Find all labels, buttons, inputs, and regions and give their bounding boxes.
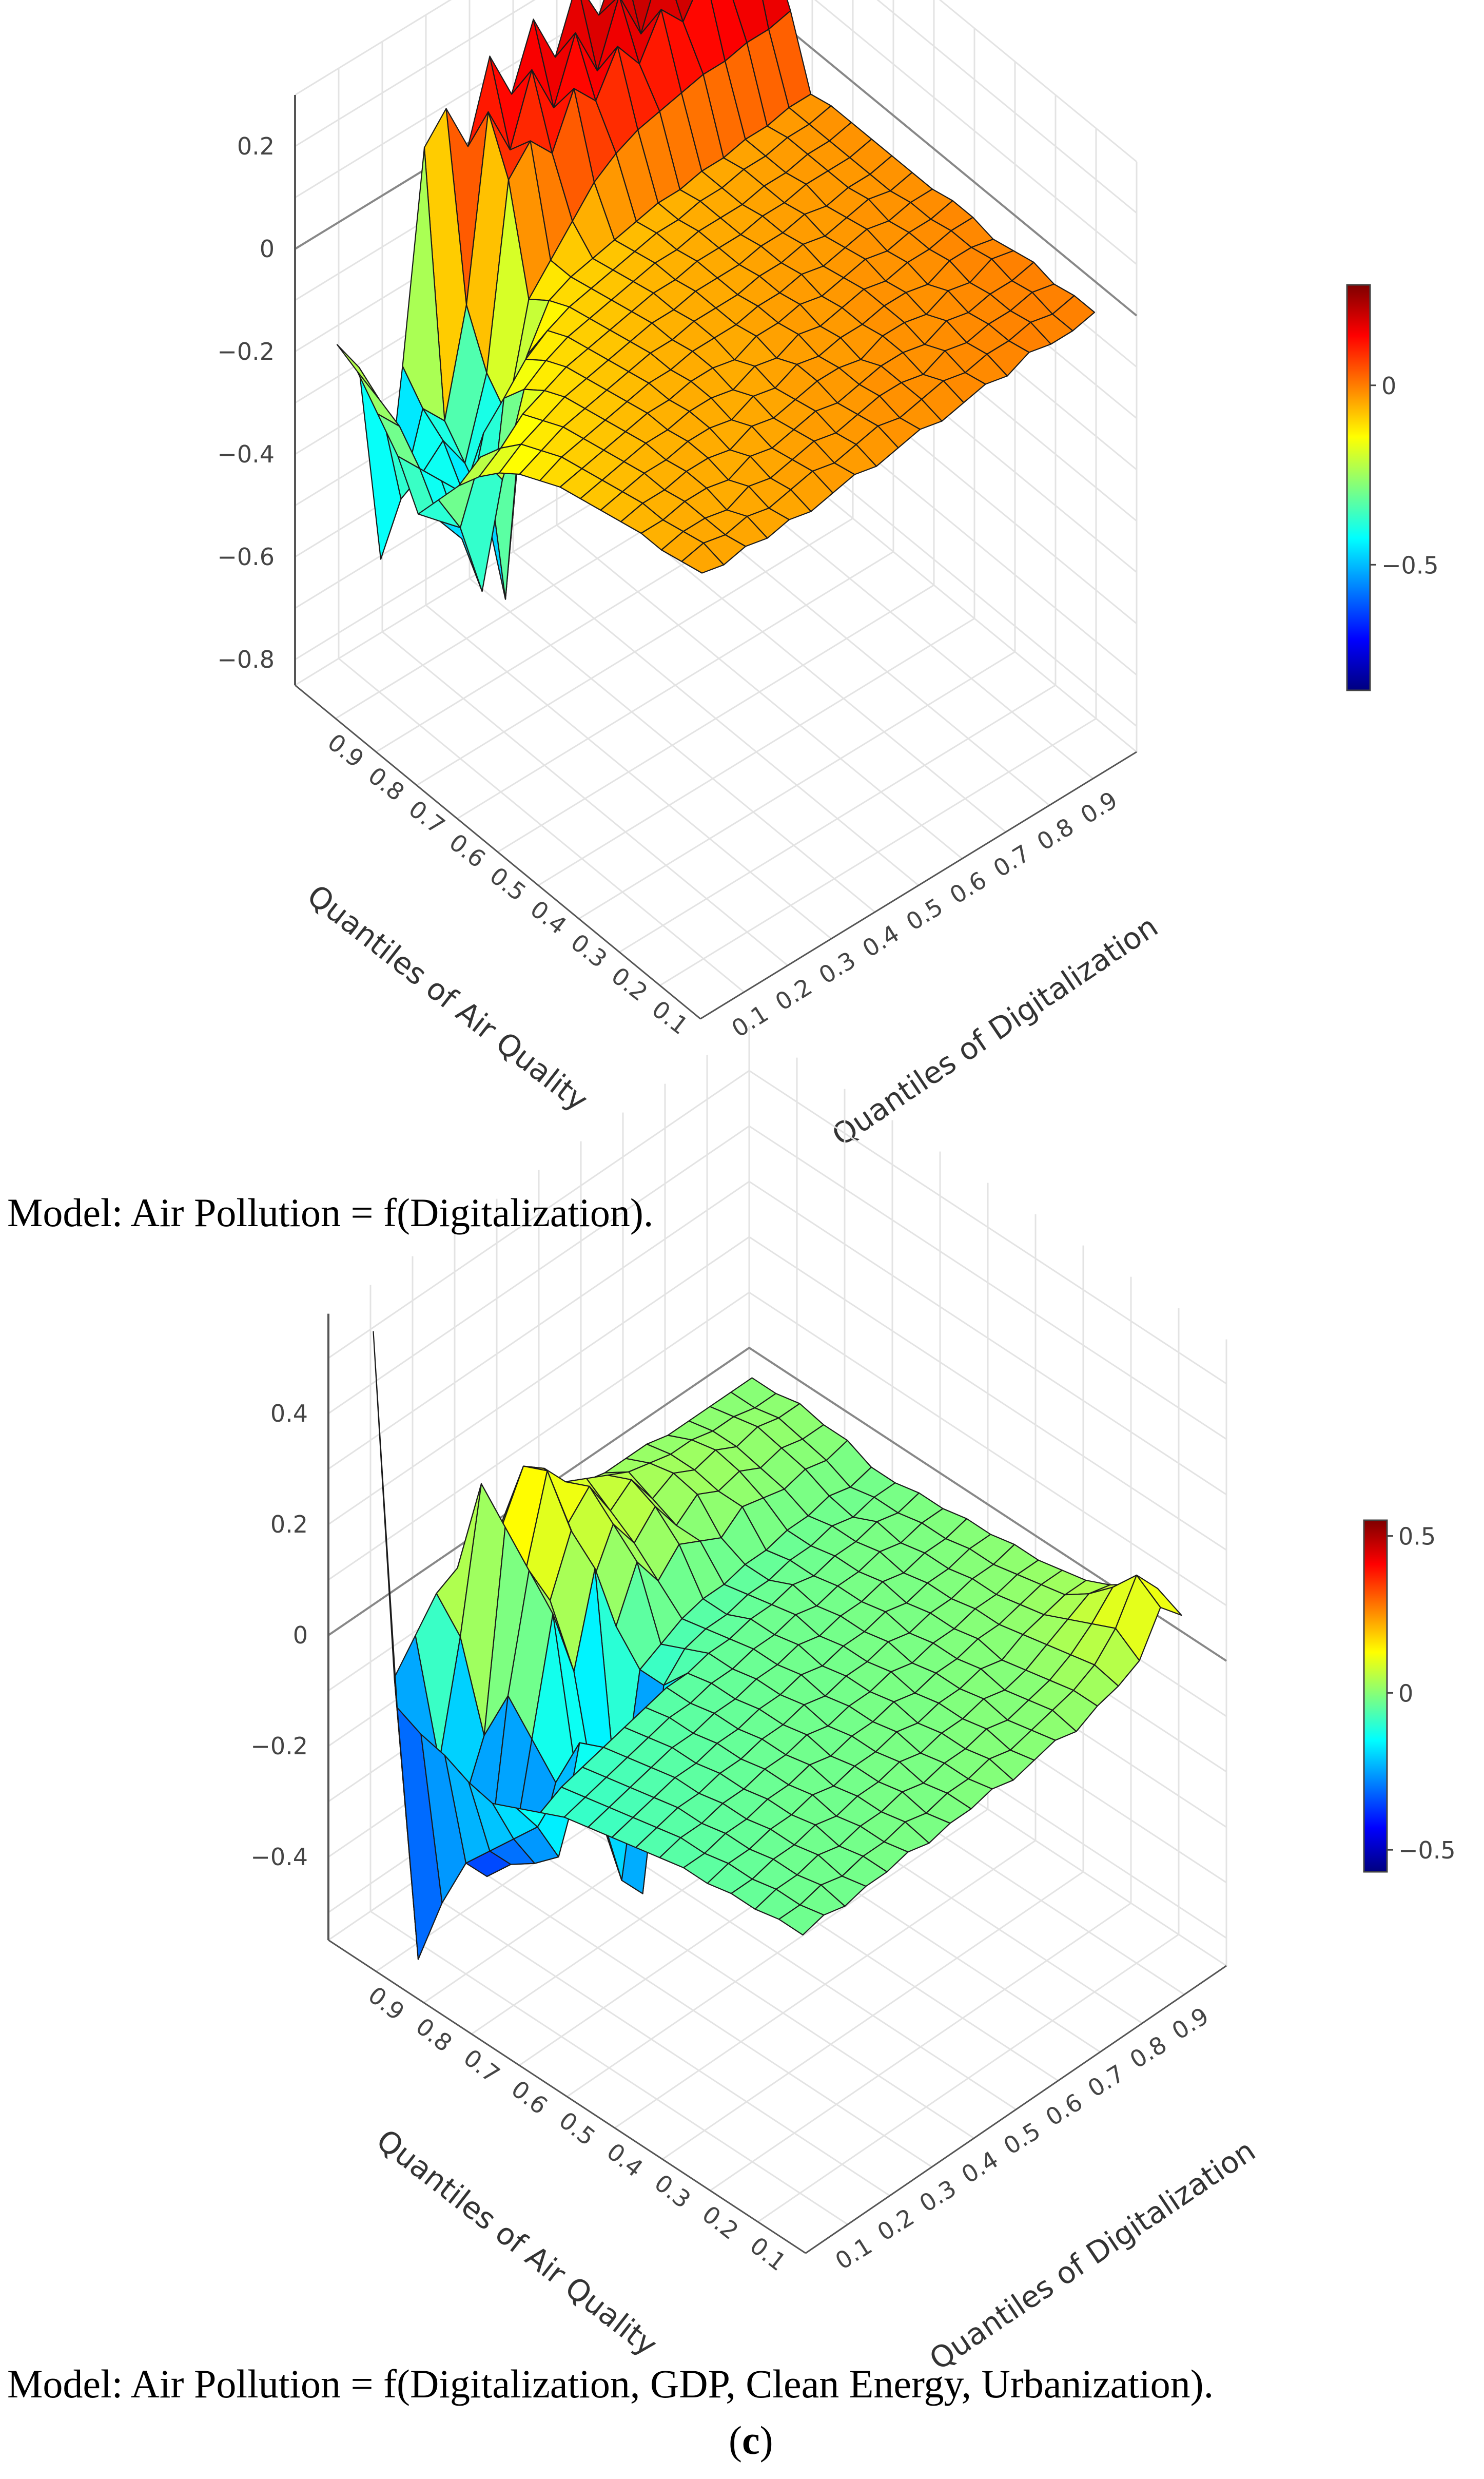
caption-model-1: Model: Air Pollution = f(Digitalization)… [7,1190,654,1235]
z-tick-label: 0 [260,235,275,263]
x-tick-label: 0.8 [1125,2030,1171,2074]
y-tick-label: 0.9 [322,728,369,773]
wall-gridline [295,0,1137,214]
z-tick-label: 0.2 [270,1510,308,1538]
surface-cell [632,0,652,35]
z-tick-label: −0.2 [250,1732,308,1760]
x-tick-label: 0.2 [770,973,817,1016]
floor-gridline [556,524,963,860]
y-tick-label: 0.1 [647,995,693,1040]
y-tick-label: 0.4 [601,2138,648,2183]
panel-label-close: ) [759,2418,773,2463]
x-tick-label: 0.1 [830,2232,877,2275]
x-tick-label: 0.5 [999,2117,1045,2160]
x-tick-label: 0.6 [1041,2088,1087,2132]
x-tick-label: 0.9 [1167,2002,1214,2045]
z-tick-label: 0.2 [237,132,275,160]
z-tick-label: 0.4 [270,1400,308,1427]
floor-gridline [457,551,894,820]
colorbar-tick-label: −0.5 [1398,1836,1456,1864]
panel-label: (c) [729,2417,773,2464]
x-tick-label: 0.3 [914,2174,961,2218]
colorbar-tick-label: 0 [1398,1679,1413,1707]
colorbar-tick-label: −0.5 [1381,551,1439,579]
x-tick-label: 0.8 [1032,812,1079,856]
x-tick-label: 0.4 [857,919,904,963]
y-tick-label: 0.9 [363,1981,409,2026]
x-tick-label: 0.1 [727,999,773,1043]
z-tick-label: −0.4 [217,440,275,468]
x-tick-label: 0.7 [1083,2059,1129,2103]
y-tick-label: 0.7 [403,795,450,840]
x-tick-label: 0.4 [956,2145,1003,2189]
x-tick-label: 0.9 [1076,786,1122,829]
y-axis-line [328,1939,806,2254]
x-tick-label: 0.7 [988,839,1035,883]
y-tick-label: 0.5 [554,2106,600,2152]
y-tick-label: 0.6 [506,2075,553,2120]
colorbar: 0.5 0 −0.5 [1363,1519,1456,1873]
y-axis-line [295,684,701,1020]
y-tick-label: 0.8 [363,762,409,807]
colorbar-tick-label: 0.5 [1398,1523,1436,1551]
wall-gridline [295,0,1137,163]
floor-gridline [497,584,934,853]
z-tick-label: −0.6 [217,543,275,571]
y-tick-label: 0.4 [525,895,572,940]
z-tick-label: −0.2 [217,338,275,365]
y-tick-label: 0.3 [649,2169,696,2214]
caption-model-2: Model: Air Pollution = f(Digitalization,… [7,2361,1214,2406]
y-tick-label: 0.6 [444,828,491,874]
z-tick-label: −0.4 [250,1843,308,1871]
colorbar: 0 −0.5 [1346,284,1439,691]
surface-cell [675,0,694,23]
surface-chart-top: 0.20−0.2−0.4−0.6−0.80.10.20.30.40.50.60.… [217,0,1439,1153]
x-axis-line [805,1965,1227,2254]
y-tick-label: 0.8 [411,2012,457,2058]
z-tick-label: −0.8 [217,646,275,673]
x-tick-label: 0.3 [814,946,861,990]
surface-cell [778,1904,825,1935]
surface-mesh [373,1331,1182,1960]
colorbar-scale [1363,1519,1388,1873]
z-tick-label: 0 [293,1621,308,1649]
wall-gridline [295,0,1137,265]
floor-gridline [567,1808,988,2098]
panel-label-open: ( [729,2418,742,2463]
y-tick-label: 0.2 [606,962,653,1007]
floor-gridline [416,517,853,786]
surface-mesh [336,0,1096,600]
y-tick-label: 0.7 [458,2044,505,2089]
y-tick-label: 0.5 [484,862,531,907]
x-tick-label: 0.2 [872,2203,919,2246]
surface-cell [681,542,725,574]
x-axis-line [700,751,1137,1020]
panel-label-letter: c [741,2418,760,2463]
y-tick-label: 0.3 [565,928,612,974]
y-tick-label: 0.1 [745,2232,791,2277]
x-tick-label: 0.5 [901,893,948,936]
x-tick-label: 0.6 [945,866,991,909]
colorbar-tick-label: 0 [1381,372,1396,400]
y-tick-label: 0.2 [697,2200,744,2245]
wall-gridline [328,1125,1227,1440]
colorbar-scale [1346,284,1371,691]
